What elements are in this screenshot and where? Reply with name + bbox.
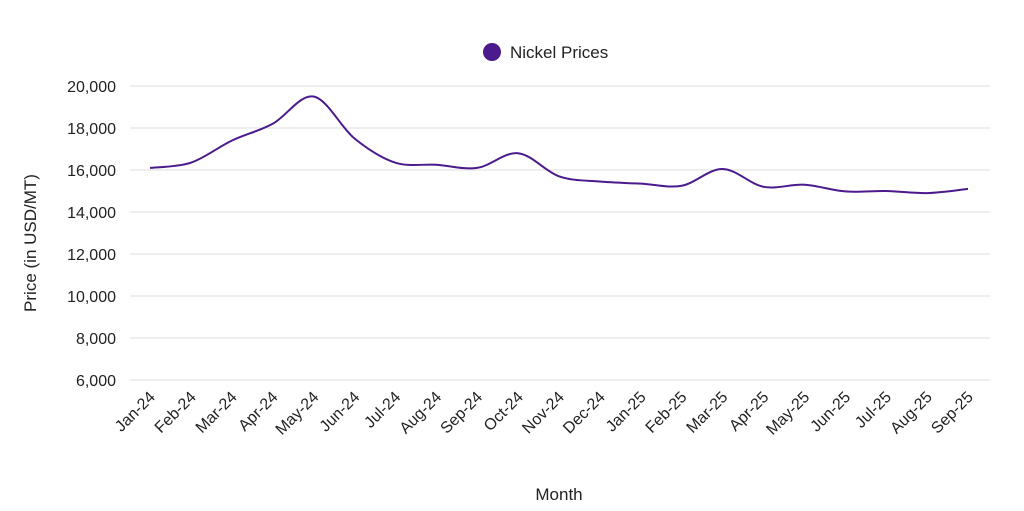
x-tick-label: May-25 xyxy=(763,389,813,439)
y-tick-label: 10,000 xyxy=(67,289,116,306)
legend-label: Nickel Prices xyxy=(510,43,608,62)
y-tick-label: 12,000 xyxy=(67,247,116,264)
data-point xyxy=(557,174,561,178)
data-point xyxy=(475,166,479,170)
y-tick-label: 20,000 xyxy=(67,79,116,96)
x-tick-label: Jun-25 xyxy=(808,389,855,436)
x-tick-label: Feb-25 xyxy=(643,389,691,437)
data-point xyxy=(639,182,643,186)
x-tick-label: Mar-25 xyxy=(684,389,732,437)
data-point xyxy=(148,166,152,170)
x-tick-label: Dec-24 xyxy=(560,389,609,438)
data-point xyxy=(884,189,888,193)
y-tick-label: 14,000 xyxy=(67,205,116,222)
data-point xyxy=(271,122,275,126)
x-tick-label: Aug-24 xyxy=(397,389,446,438)
data-point xyxy=(721,167,725,171)
y-axis-title: Price (in USD/MT) xyxy=(21,174,40,312)
data-point xyxy=(230,139,234,143)
x-tick-label: May-24 xyxy=(273,389,323,439)
series-layer xyxy=(148,95,970,195)
data-point xyxy=(516,151,520,155)
series-line-nickel-prices xyxy=(149,95,969,195)
data-point xyxy=(434,163,438,167)
data-point xyxy=(925,191,929,195)
legend-marker xyxy=(483,43,501,61)
x-tick-label: Sep-24 xyxy=(438,389,487,438)
data-point xyxy=(393,161,397,165)
data-point xyxy=(966,187,970,191)
x-tick-label: Jan-25 xyxy=(603,389,650,436)
x-tick-label: Oct-24 xyxy=(481,389,527,435)
x-tick-label: Mar-24 xyxy=(193,389,241,437)
data-point xyxy=(189,161,193,165)
data-point xyxy=(312,95,316,99)
x-tick-label: Sep-25 xyxy=(928,389,977,438)
y-tick-label: 6,000 xyxy=(76,373,116,390)
data-point xyxy=(353,137,357,141)
y-tick-label: 18,000 xyxy=(67,121,116,138)
data-point xyxy=(762,185,766,189)
data-point xyxy=(598,180,602,184)
x-axis-title: Month xyxy=(535,485,582,504)
y-axis-ticks: 6,000 8,000 10,000 12,000 14,000 16,000 18,000… xyxy=(67,79,116,390)
x-tick-label: Feb-24 xyxy=(152,389,200,437)
x-tick-label: Nov-24 xyxy=(519,389,568,438)
x-axis-ticks: Jan-24Feb-24Mar-24Apr-24May-24Jun-24Jul-… xyxy=(112,389,977,439)
y-tick-label: 8,000 xyxy=(76,331,116,348)
data-point xyxy=(802,183,806,187)
x-tick-label: Jan-24 xyxy=(112,389,159,436)
x-tick-label: Aug-25 xyxy=(887,389,936,438)
legend: Nickel Prices xyxy=(483,43,608,62)
data-point xyxy=(680,184,684,188)
data-point xyxy=(843,189,847,193)
x-tick-label: Jun-24 xyxy=(317,389,364,436)
y-tick-label: 16,000 xyxy=(67,163,116,180)
gridlines xyxy=(130,85,990,381)
